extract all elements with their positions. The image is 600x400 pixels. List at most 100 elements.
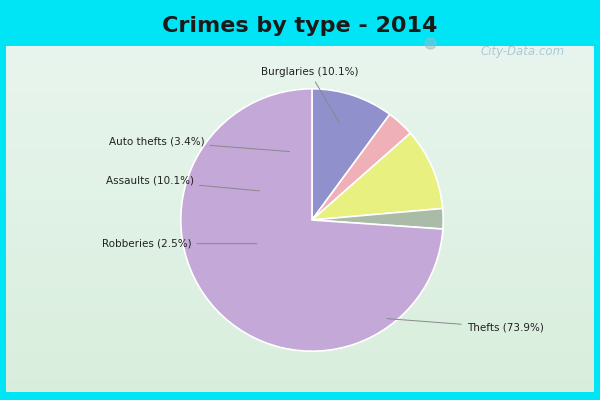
Bar	[0, 145, 600, 147]
Bar	[0, 177, 600, 179]
Bar	[0, 223, 600, 225]
Bar	[0, 66, 600, 67]
Bar	[0, 103, 600, 104]
Bar	[0, 250, 600, 251]
Bar	[0, 283, 600, 285]
Bar	[0, 204, 600, 205]
Bar	[0, 188, 600, 189]
Bar	[0, 80, 600, 81]
Bar	[0, 379, 600, 380]
Bar	[0, 241, 600, 242]
Bar	[0, 299, 600, 301]
Bar	[0, 271, 600, 272]
Bar	[0, 78, 600, 80]
Bar	[0, 164, 600, 166]
Bar	[0, 0, 600, 46]
Bar	[0, 232, 600, 234]
Bar	[0, 280, 600, 282]
Bar	[0, 288, 600, 290]
Bar	[0, 87, 600, 88]
Bar	[0, 239, 600, 241]
Text: Crimes by type - 2014: Crimes by type - 2014	[163, 16, 437, 36]
Bar	[0, 76, 600, 78]
Bar	[0, 156, 600, 158]
Bar	[0, 269, 600, 271]
Bar	[0, 60, 600, 62]
Bar	[0, 234, 600, 235]
Bar	[0, 363, 600, 365]
Bar	[0, 365, 600, 366]
Bar	[0, 230, 600, 232]
Bar	[0, 81, 600, 83]
Bar	[0, 359, 600, 361]
Bar	[0, 349, 600, 350]
Bar	[0, 354, 600, 356]
Bar	[0, 331, 600, 333]
Bar	[0, 154, 600, 156]
Bar	[0, 186, 600, 188]
Bar	[0, 326, 600, 328]
Bar	[0, 366, 600, 368]
Bar	[0, 384, 600, 386]
Bar	[0, 99, 600, 101]
Bar	[0, 128, 600, 129]
Bar	[0, 287, 600, 288]
Wedge shape	[312, 208, 443, 229]
Bar	[0, 358, 600, 359]
Bar	[0, 46, 600, 48]
Bar	[0, 69, 600, 71]
Wedge shape	[312, 89, 390, 220]
Bar	[0, 48, 600, 50]
Bar	[0, 345, 600, 347]
Bar	[0, 395, 600, 396]
Bar	[0, 285, 600, 287]
Bar	[0, 106, 600, 108]
Bar	[0, 361, 600, 363]
Text: Robberies (2.5%): Robberies (2.5%)	[101, 239, 257, 249]
Bar	[0, 392, 600, 400]
Bar	[0, 328, 600, 329]
Bar	[0, 315, 600, 317]
Bar	[0, 191, 600, 193]
Bar	[0, 74, 600, 76]
Bar	[0, 343, 600, 345]
Bar	[0, 180, 600, 182]
Bar	[0, 88, 600, 90]
Bar	[0, 356, 600, 358]
Bar	[0, 386, 600, 388]
Bar	[0, 182, 600, 184]
Bar	[0, 375, 600, 377]
Bar	[0, 313, 600, 315]
Bar	[0, 235, 600, 237]
Bar	[0, 303, 600, 304]
Bar	[0, 113, 600, 115]
Bar	[0, 108, 600, 110]
Bar	[0, 131, 600, 133]
Text: Thefts (73.9%): Thefts (73.9%)	[387, 319, 544, 332]
Bar	[0, 184, 600, 186]
Wedge shape	[181, 89, 443, 351]
Wedge shape	[312, 133, 443, 220]
Bar	[0, 179, 600, 180]
Bar	[0, 244, 600, 246]
Bar	[0, 96, 600, 97]
Bar	[0, 207, 600, 209]
Bar	[0, 278, 600, 280]
Bar	[0, 72, 600, 74]
Bar	[0, 251, 600, 253]
Bar	[0, 340, 600, 342]
Bar	[0, 134, 600, 136]
Bar	[0, 272, 600, 274]
Bar	[0, 136, 600, 138]
Bar	[0, 189, 600, 191]
Bar	[0, 174, 600, 175]
Bar	[0, 97, 600, 99]
Bar	[0, 317, 600, 318]
Bar	[0, 253, 600, 255]
Bar	[0, 115, 600, 117]
Bar	[0, 396, 600, 398]
Bar	[0, 209, 600, 211]
Bar	[0, 225, 600, 226]
Wedge shape	[312, 114, 410, 220]
Bar	[0, 152, 600, 154]
